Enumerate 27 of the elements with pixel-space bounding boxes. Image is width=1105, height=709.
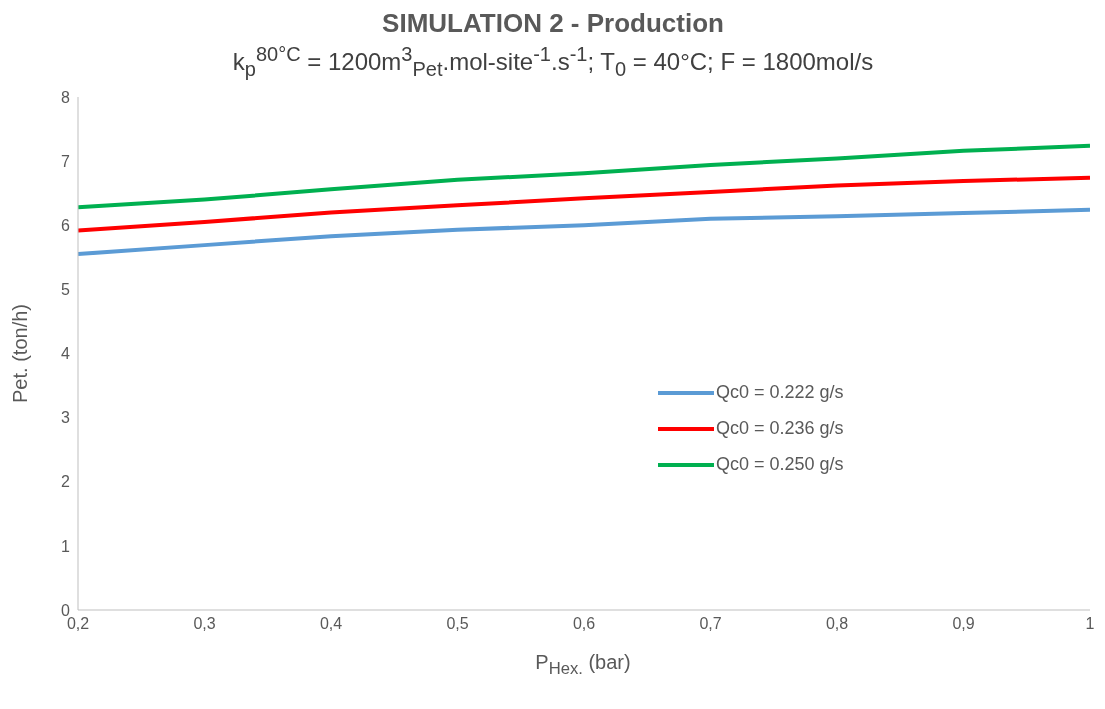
x-tick-label: 0,9: [952, 615, 975, 633]
line-series: [78, 207, 1090, 256]
y-tick-label: 4: [61, 344, 71, 362]
text: k$_{p}$$^{80°C}$ = 1200m$^{3}$$_{Pet}$.mol-site$^{-1}$.s$^{-1}$; T$_{0}$ = 40°C; F = 1800mol/s: [232, 43, 874, 80]
x-tick-label: 1: [1085, 615, 1095, 633]
x-tick-label: 0,4: [319, 615, 343, 633]
y-tick-label: 1: [61, 537, 71, 555]
x-tick-label: 0,8: [825, 615, 849, 633]
y-tick-label: 7: [61, 152, 71, 170]
y-tick-label: 5: [61, 280, 71, 298]
y-tick-label: 6: [61, 216, 71, 234]
y-tick-label: 8: [61, 88, 71, 106]
y-tick-label: 2: [61, 473, 71, 491]
x-tick-label: 0,5: [446, 615, 469, 633]
legend-label: Qc0 = 0.236 g/s: [716, 418, 844, 440]
legend-label: Qc0 = 0.250 g/s: [716, 454, 844, 476]
chart-title: SIMULATION 2 - Production: [381, 8, 725, 38]
x-tick-label: 0,2: [66, 615, 90, 633]
x-tick-label: 0,6: [572, 615, 596, 633]
legend-label: Qc0 = 0.222 g/s: [716, 382, 844, 404]
line-series: [78, 143, 1090, 210]
x-axis-title: P$_{Hex.}$ (bar): [534, 650, 632, 679]
x-tick-label: 0,7: [699, 615, 722, 633]
y-axis-title: Pet. (ton/h): [9, 303, 32, 403]
line-series: [78, 175, 1090, 233]
y-tick-label: 3: [61, 409, 71, 427]
x-tick-label: 0,3: [193, 615, 216, 633]
